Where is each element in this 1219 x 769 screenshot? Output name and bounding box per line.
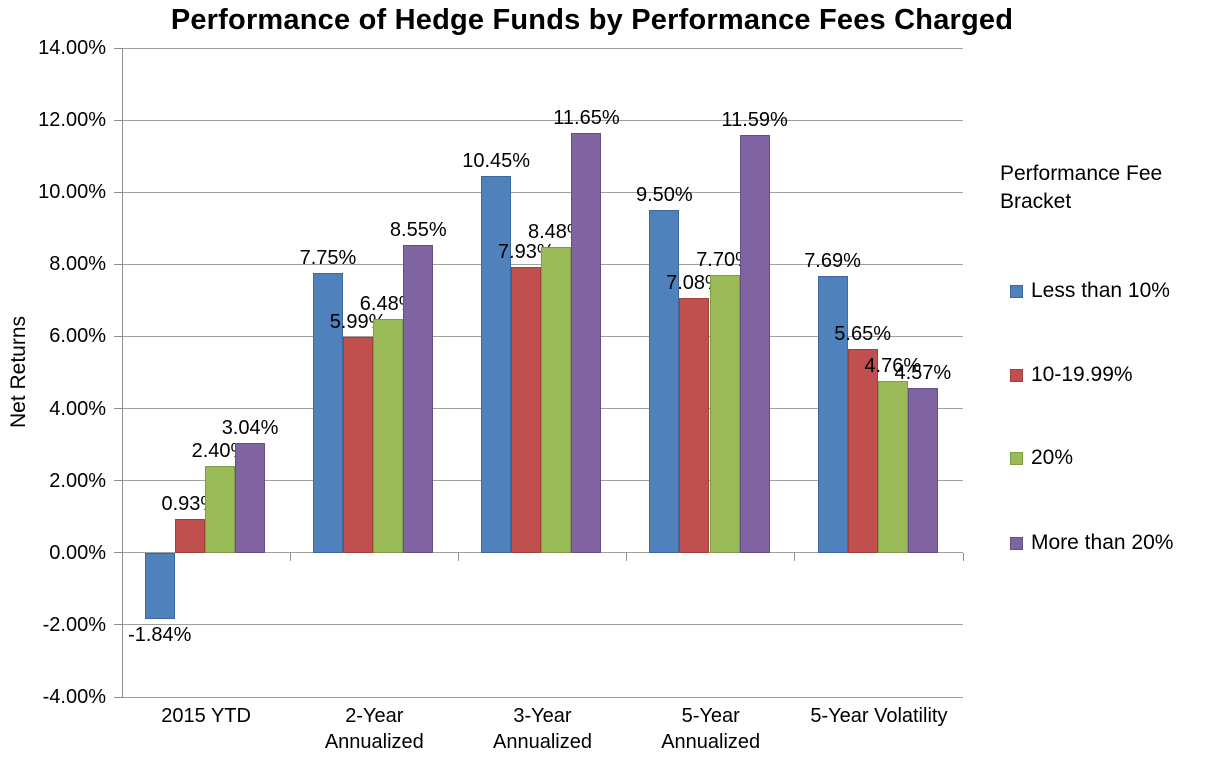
chart-title: Performance of Hedge Funds by Performanc… <box>170 4 1014 36</box>
bar-data-label: 4.76% <box>864 355 922 378</box>
bar-10-19-99--c0 <box>174 519 205 553</box>
gridline <box>122 624 963 626</box>
bar-10-19-99--c3 <box>679 297 710 553</box>
bar-more-than-20--c2 <box>571 132 602 553</box>
y-axis-tick-label: 12.00% <box>38 109 106 132</box>
bar-data-label: 7.70% <box>696 249 753 272</box>
y-axis-tick-mark <box>114 624 122 626</box>
bar-20--c0 <box>204 466 235 553</box>
y-axis-tick-mark <box>114 408 122 410</box>
y-axis-tick-mark <box>114 191 122 193</box>
bar-data-label: 4.57% <box>894 362 952 384</box>
gridline <box>122 552 963 554</box>
y-axis-tick-mark <box>114 263 122 265</box>
bar-data-label: 5.65% <box>834 323 891 346</box>
bar-data-label: 9.50% <box>635 184 693 207</box>
legend-item: 20% <box>1010 446 1074 469</box>
gridline <box>122 119 963 121</box>
y-axis-tick-label: -2.00% <box>42 613 106 636</box>
y-axis-tick-mark <box>114 119 122 121</box>
bar-10-19-99--c1 <box>343 336 374 553</box>
x-axis-tick-mark <box>794 552 796 561</box>
x-axis-tick-mark <box>121 552 123 561</box>
bar-less-than-10--c4 <box>817 275 848 553</box>
bar-data-label: 6.48% <box>359 293 417 316</box>
x-axis-category-label: 2-Year Annualized <box>324 705 424 753</box>
x-axis-tick-mark <box>289 552 291 561</box>
legend-swatch-icon <box>1010 368 1023 382</box>
bar-data-label: 8.48% <box>527 221 585 244</box>
y-axis-tick-label: 14.00% <box>38 37 106 59</box>
y-axis-tick-mark <box>114 552 122 554</box>
bar-more-than-20--c1 <box>403 244 434 553</box>
legend-item: 10-19.99% <box>1010 363 1133 386</box>
bar-data-label: 0.93% <box>161 493 219 516</box>
gridline <box>122 191 963 193</box>
bar-data-label: -1.84% <box>128 624 192 647</box>
legend-label: Less than 10% <box>1031 279 1170 302</box>
x-axis-tick-mark <box>962 552 964 561</box>
bar-20--c1 <box>373 319 404 553</box>
y-axis-tick-label: 6.00% <box>49 325 106 348</box>
bar-data-label: 10.45% <box>462 149 531 172</box>
bar-data-label: 7.69% <box>804 249 861 272</box>
gridline <box>122 696 963 698</box>
bar-20--c3 <box>709 275 740 553</box>
plot-area: -1.84% 7.75% 10.45% 9.50% 7.69% 0.93% 5.99% 7.9… <box>122 47 963 698</box>
y-axis-tick-mark <box>114 47 122 49</box>
legend-label: 10-19.99% <box>1031 363 1133 386</box>
bar-data-label: 7.93% <box>497 240 555 263</box>
bar-10-19-99--c4 <box>847 349 878 553</box>
bar-20--c4 <box>877 381 908 553</box>
gridline <box>122 47 963 49</box>
legend-label: More than 20% <box>1031 531 1174 554</box>
y-axis-tick-label: 4.00% <box>49 397 106 420</box>
y-axis-tick-mark <box>114 335 122 337</box>
bar-data-label: 3.04% <box>221 417 279 440</box>
bar-10-19-99--c2 <box>511 266 542 553</box>
legend-label: 20% <box>1031 446 1074 469</box>
x-axis-tick-mark <box>626 552 628 561</box>
bar-data-label: 8.55% <box>389 218 447 241</box>
bar-data-label: 2.40% <box>191 440 249 463</box>
y-axis-tick-label: 8.00% <box>49 253 106 276</box>
bar-20--c2 <box>541 247 572 553</box>
legend-swatch-icon <box>1010 536 1023 550</box>
legend-title: Performance Fee Bracket <box>1000 162 1163 213</box>
x-axis-tick-mark <box>457 552 459 561</box>
y-axis-tick-label: 0.00% <box>49 541 106 564</box>
y-axis-tick-label: -4.00% <box>42 686 106 708</box>
y-axis-tick-mark <box>114 696 122 698</box>
y-axis-tick-mark <box>114 480 122 482</box>
y-axis-line <box>122 48 123 698</box>
bar-more-than-20--c0 <box>235 443 266 553</box>
bar-data-label: 7.08% <box>666 271 723 294</box>
legend-item: More than 20% <box>1010 531 1174 554</box>
legend-item: Less than 10% <box>1010 279 1170 302</box>
bar-less-than-10--c3 <box>649 210 680 553</box>
bar-data-label: 7.75% <box>299 247 357 270</box>
bar-less-than-10--c2 <box>481 175 512 553</box>
x-axis-category-label: 5-Year Annualized <box>661 705 761 753</box>
bar-data-label: 11.65% <box>553 106 620 129</box>
legend-swatch-icon <box>1010 451 1023 465</box>
x-axis-category-label: 3-Year Annualized <box>493 705 592 753</box>
x-axis-category-label: 2015 YTD <box>161 705 251 727</box>
x-axis-category-label: 5-Year Volatility <box>810 705 948 727</box>
bar-less-than-10--c0 <box>144 552 175 620</box>
bar-data-label: 5.99% <box>329 310 387 333</box>
y-axis-tick-label: 10.00% <box>38 181 106 204</box>
bar-more-than-20--c3 <box>739 134 770 553</box>
bar-data-label: 11.59% <box>721 108 788 131</box>
legend-swatch-icon <box>1010 284 1023 298</box>
bar-more-than-20--c4 <box>907 388 938 553</box>
bar-less-than-10--c1 <box>312 273 343 553</box>
y-axis-tick-label: 2.00% <box>49 469 106 492</box>
